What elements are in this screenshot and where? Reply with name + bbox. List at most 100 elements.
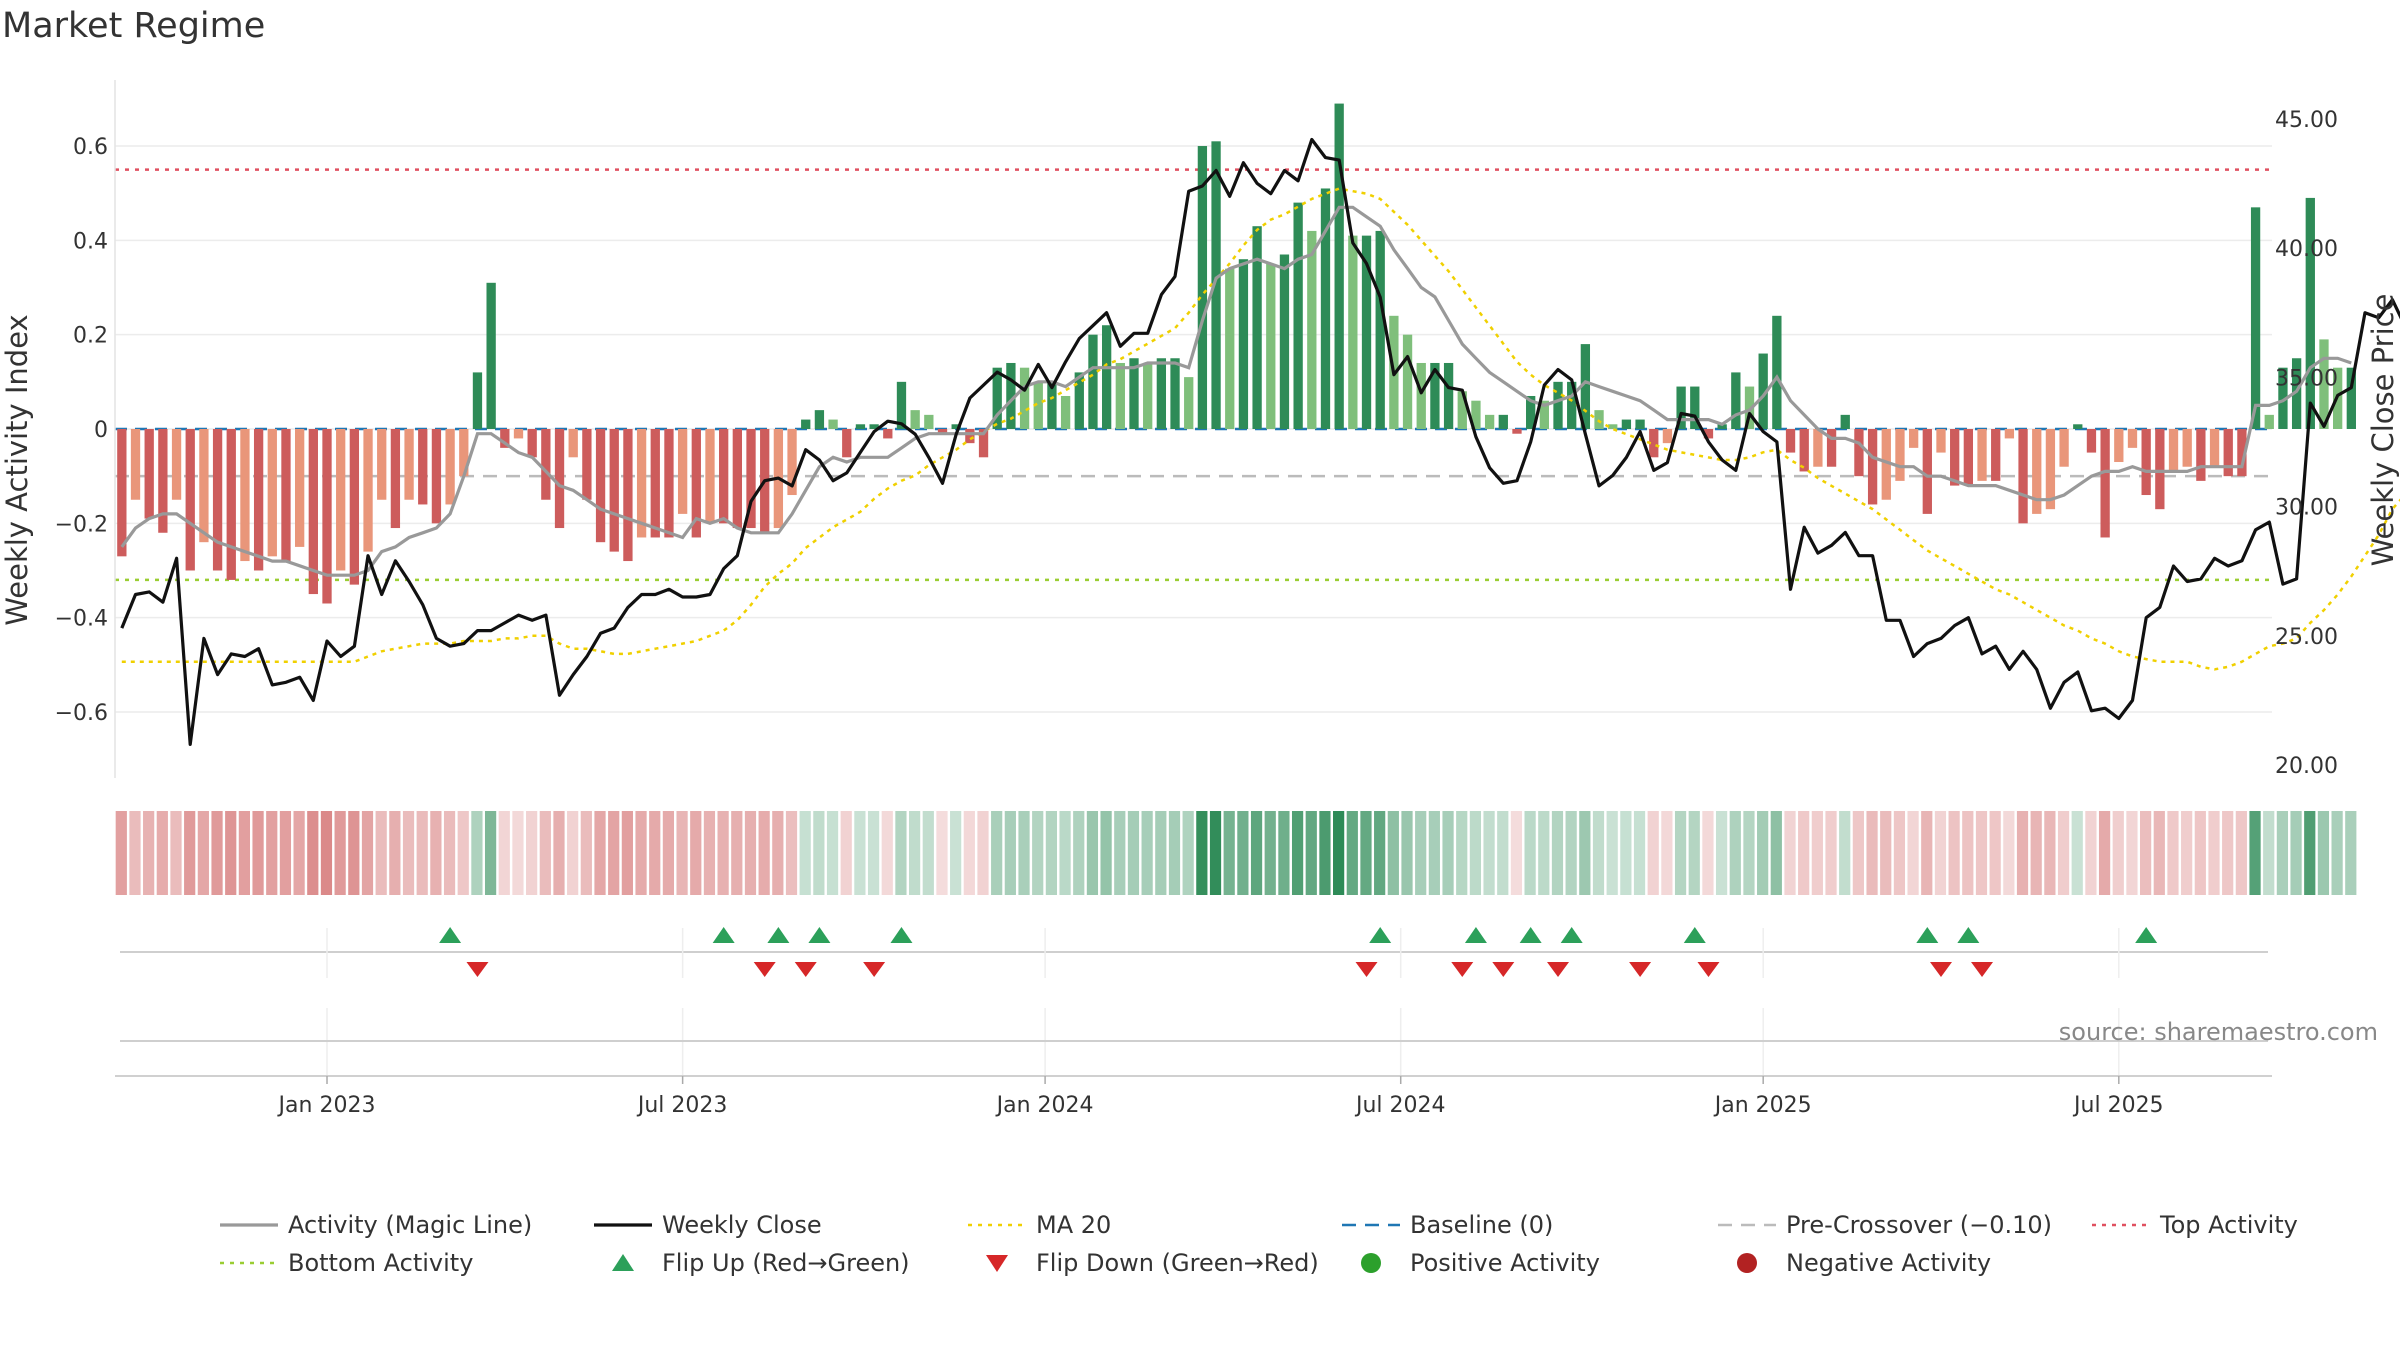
activity-bar (1635, 419, 1645, 429)
activity-bar (513, 429, 524, 439)
regime-cell (2317, 811, 2330, 895)
source-credit: source: sharemaestro.com (2059, 1018, 2378, 1046)
regime-cell (2112, 811, 2124, 895)
activity-bar (295, 429, 305, 547)
flip-up-marker (1957, 927, 1980, 943)
regime-cell (1825, 811, 1837, 895)
y-tick-label: 0.2 (73, 324, 108, 349)
regime-cell (293, 811, 305, 895)
regime-cell (922, 811, 934, 895)
activity-bar (1471, 400, 1481, 429)
regime-cell (1538, 811, 1550, 895)
activity-bar (869, 424, 879, 429)
activity-bar (1854, 429, 1864, 477)
flip-down-marker (1629, 962, 1652, 977)
x-tick-label: Jan 2024 (995, 1093, 1094, 1118)
flip-up-marker (1916, 927, 1939, 943)
regime-cell (389, 811, 401, 895)
regime-cell (1989, 811, 2001, 895)
legend-item: Weekly Close (594, 1211, 822, 1239)
regime-cell (895, 811, 907, 895)
activity-bar (336, 429, 346, 571)
legend-item: Negative Activity (1737, 1249, 1991, 1277)
regime-cell (129, 811, 141, 895)
activity-bar (719, 429, 729, 524)
regime-cell (1592, 811, 1605, 895)
regime-cell (991, 811, 1003, 895)
regime-cell (1428, 811, 1440, 895)
regime-cell (1483, 811, 1495, 895)
legend-item: MA 20 (968, 1211, 1111, 1239)
activity-bar (2155, 429, 2165, 510)
y-tick-label: 0 (94, 418, 108, 443)
activity-bar (418, 429, 428, 505)
regime-cell (936, 811, 948, 895)
activity-bar (253, 429, 264, 571)
y2-tick-label: 45.00 (2275, 108, 2338, 133)
regime-cell (416, 811, 428, 895)
regime-cell (1114, 811, 1126, 895)
regime-cell (266, 811, 278, 895)
regime-cell (2249, 811, 2261, 895)
activity-bar (814, 410, 825, 429)
flip-down-marker (1451, 962, 1474, 977)
activity-bar (144, 429, 154, 519)
regime-cell (840, 811, 852, 895)
activity-bar (1799, 429, 1809, 472)
legend-swatch (612, 1254, 634, 1271)
regime-cell (471, 811, 483, 895)
activity-bar (1731, 372, 1741, 429)
regime-cell (1442, 811, 1454, 895)
empty-panel (120, 1008, 2268, 1075)
legend-label: Negative Activity (1786, 1249, 1991, 1277)
regime-cell (1264, 811, 1276, 895)
activity-bar (1348, 235, 1358, 429)
regime-cell (539, 811, 551, 895)
regime-cell (950, 811, 962, 895)
activity-bar (1197, 146, 1208, 429)
activity-bar (1211, 141, 1221, 430)
regime-cell (1551, 811, 1564, 895)
regime-cell (2071, 811, 2083, 895)
legend-swatch (1361, 1253, 1381, 1273)
regime-cell (744, 811, 757, 895)
activity-bar (677, 429, 688, 514)
activity-bar (1991, 429, 2001, 481)
activity-bar (1867, 429, 1878, 505)
activity-bar (1758, 353, 1768, 429)
regime-cell (2085, 811, 2097, 895)
activity-bar (349, 429, 360, 585)
activity-bar (1088, 334, 1098, 429)
legend-swatch (986, 1255, 1008, 1272)
activity-bar (130, 429, 141, 500)
activity-bar (1539, 400, 1549, 429)
regime-cell (361, 811, 374, 895)
regime-cell (1497, 811, 1509, 895)
activity-bar (445, 429, 455, 505)
activity-bar (1484, 414, 1495, 429)
regime-cell (1798, 811, 1810, 895)
regime-cell (1934, 811, 1947, 895)
legend-label: Weekly Close (662, 1211, 822, 1239)
y-tick-label: 0.4 (73, 229, 108, 254)
activity-bar (1826, 429, 1837, 467)
flip-up-marker (439, 927, 462, 943)
y2-tick-label: 20.00 (2275, 754, 2338, 779)
activity-bar (390, 429, 401, 529)
legend-label: Top Activity (2159, 1211, 2298, 1239)
activity-bar (951, 424, 961, 429)
activity-bar (1840, 414, 1850, 429)
activity-bar (568, 429, 578, 458)
activity-bar (1430, 362, 1440, 429)
activity-bar (117, 429, 127, 557)
regime-cell (567, 811, 579, 895)
regime-cell (320, 811, 333, 895)
activity-bar (2264, 414, 2274, 429)
y-tick-label: 0.6 (73, 135, 108, 160)
regime-cell (2276, 811, 2289, 895)
regime-cell (2304, 811, 2316, 895)
activity-bar (1402, 334, 1413, 429)
regime-cell (2194, 811, 2206, 895)
y2-tick-label: 30.00 (2275, 496, 2338, 521)
activity-bar (1676, 386, 1686, 429)
